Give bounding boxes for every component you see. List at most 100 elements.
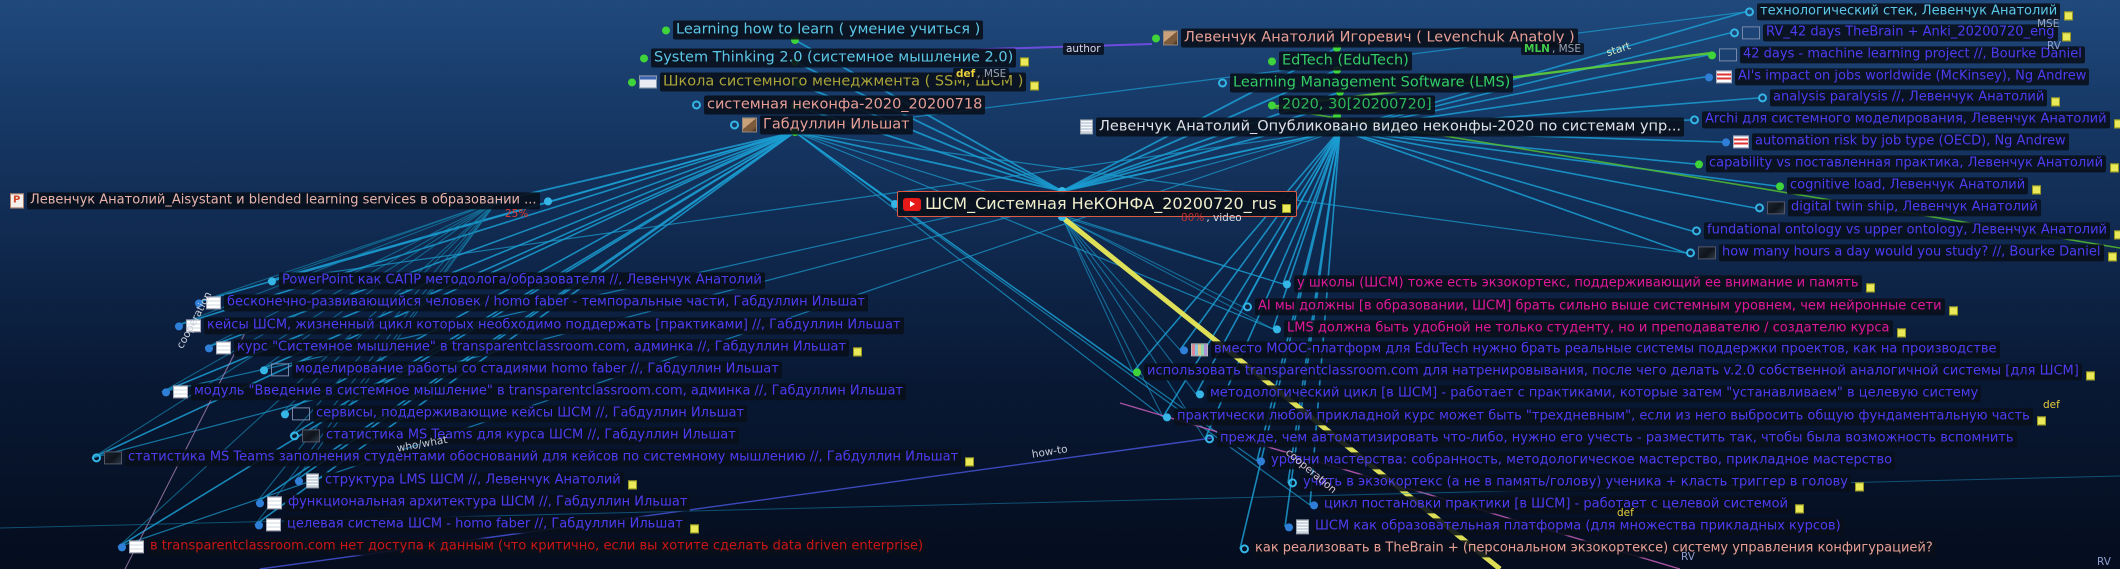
node-gate-dot xyxy=(1196,390,1204,398)
node-M12[interactable]: ШСМ как образовательная платформа (для м… xyxy=(1285,518,1844,536)
node-CENTER[interactable]: ШСМ_Системная НеКОНФА_20200720_rus xyxy=(897,191,1297,217)
edge-label-text: RV xyxy=(1681,551,1695,563)
node-L7[interactable]: сервисы, поддерживающие кейсы ШСМ //, Га… xyxy=(281,405,748,423)
node-gate-dot xyxy=(295,477,303,485)
node-gate-dot xyxy=(1285,523,1293,531)
node-gate-dot xyxy=(1268,101,1276,109)
node-R9[interactable]: cognitive load, Левенчук Анатолий xyxy=(1776,177,2042,195)
thumbdark-icon xyxy=(1767,201,1785,215)
page-icon xyxy=(206,296,221,310)
note-indicator-icon xyxy=(1854,482,1864,492)
node-gate-dot xyxy=(1257,457,1265,465)
thumb-icon xyxy=(1719,48,1737,62)
link-gate-dot xyxy=(1058,213,1066,221)
node-L10[interactable]: структура LMS ШСМ //, Левенчук Анатолий xyxy=(295,472,637,490)
node-label: digital twin ship, Левенчук Анатолий xyxy=(1788,199,2041,217)
edge-line xyxy=(174,131,796,327)
node-L2[interactable]: бесконечно-развивающийся человек / homo … xyxy=(195,294,868,312)
node-M10[interactable]: учить в экзокортекс (а не в память/голов… xyxy=(1288,474,1864,492)
node-L1[interactable]: PowerPoint как САПР методолога/образоват… xyxy=(268,272,765,290)
node-label: ШСМ_Системная НеКОНФА_20200720_rus xyxy=(925,194,1277,213)
node-M13[interactable]: как реализовать в TheBrain + (персональн… xyxy=(1240,540,1936,558)
node-L9[interactable]: статистика MS Teams заполнения студентам… xyxy=(92,449,975,467)
node-M4[interactable]: вместо MOOC-платформ для EduTech нужно б… xyxy=(1180,341,2000,359)
node-L11[interactable]: функциональная архитектура ШСМ //, Габду… xyxy=(256,494,691,512)
node-label: Learning Management Software (LMS) xyxy=(1230,73,1514,93)
edge-line xyxy=(194,200,498,304)
node-M7[interactable]: практически любой прикладной курс может … xyxy=(1163,408,2046,426)
node-R11[interactable]: fundational ontology vs upper ontology, … xyxy=(1692,222,2120,240)
node-R3[interactable]: 42 days - machine learning project //, B… xyxy=(1708,46,2085,64)
node-L5[interactable]: моделирование работы со стадиями homo fa… xyxy=(260,361,782,379)
node-TL4[interactable]: системная неконфа-2020_20200718 xyxy=(692,95,986,115)
node-L4[interactable]: курс "Системное мышление" в transparentc… xyxy=(205,339,863,357)
note-indicator-icon xyxy=(2085,371,2095,381)
node-L12[interactable]: целевая система ШСМ - homo faber //, Габ… xyxy=(255,516,699,534)
node-label: целевая система ШСМ - homo faber //, Габ… xyxy=(284,516,686,534)
node-TR4[interactable]: 2020, 30[20200720] xyxy=(1268,95,1435,115)
node-L3[interactable]: кейсы ШСМ, жизненный цикл которых необхо… xyxy=(175,317,904,335)
edge-line xyxy=(204,131,796,349)
node-TR5[interactable]: Левенчук Анатолий_Опубликовано видео нек… xyxy=(1080,117,1685,137)
node-R6[interactable]: Archi для системного моделирования, Леве… xyxy=(1690,111,2120,129)
edge-label-text: def xyxy=(1617,507,1634,519)
node-TR2[interactable]: EdTech (EduTech) xyxy=(1268,51,1412,71)
node-TL1[interactable]: Learning how to learn ( умение учиться ) xyxy=(662,20,984,40)
node-R10[interactable]: digital twin ship, Левенчук Анатолий xyxy=(1755,199,2041,217)
node-R4[interactable]: AI's impact on jobs worldwide (McKinsey)… xyxy=(1705,68,2090,86)
node-M3[interactable]: LMS должна быть удобной не только студен… xyxy=(1273,320,1906,338)
node-label: 42 days - machine learning project //, B… xyxy=(1740,46,2085,64)
node-label: ШСМ как образовательная платформа (для м… xyxy=(1312,518,1844,536)
node-R8[interactable]: capability vs поставленная практика, Лев… xyxy=(1695,155,2120,173)
node-L13[interactable]: в transparentclassroom.com нет доступа к… xyxy=(118,538,927,556)
node-R7[interactable]: automation risk by job type (OECD), Ng A… xyxy=(1722,133,2069,151)
edge-label: MSE xyxy=(2036,18,2060,30)
node-R2[interactable]: RV_42 days TheBrain + Anki_20200720_eng xyxy=(1730,24,2071,42)
edge-label: MLN, MSE xyxy=(1521,43,1584,55)
node-M11[interactable]: цикл постановки практики [в ШСМ] - работ… xyxy=(1310,496,1804,514)
edge-line xyxy=(267,129,1341,282)
node-TL5[interactable]: Габдуллин Ильшат xyxy=(730,115,913,135)
node-gate-dot xyxy=(1152,34,1160,42)
node-label: в transparentclassroom.com нет доступа к… xyxy=(147,538,927,556)
node-L6[interactable]: модуль "Введение в системное мышление" в… xyxy=(162,383,906,401)
node-TL3[interactable]: Школа системного менеджмента ( SSM, ШСМ … xyxy=(628,72,1040,92)
note-indicator-icon xyxy=(1896,328,1906,338)
node-label: использовать transparentclassroom.com дл… xyxy=(1144,363,2082,381)
node-M2[interactable]: AI мы должны [в образовании, ШСМ] брать … xyxy=(1243,298,1958,316)
node-R1[interactable]: технологический стек, Левенчук Анатолий xyxy=(1745,3,2074,21)
node-gate-dot xyxy=(1283,280,1291,288)
node-label: статистика MS Teams для курса ШСМ //, Га… xyxy=(323,427,739,445)
node-label: системная неконфа-2020_20200718 xyxy=(704,95,986,115)
thumbdark-icon xyxy=(1698,246,1716,260)
node-label: automation risk by job type (OECD), Ng A… xyxy=(1752,133,2069,151)
edge-label-text: , MSE xyxy=(1551,43,1581,55)
node-M8[interactable]: прежде, чем автоматизировать что-либо, н… xyxy=(1205,430,2017,448)
node-gate-dot xyxy=(1745,7,1754,17)
node-R12[interactable]: how many hours a day would you study? //… xyxy=(1686,244,2117,262)
page-icon xyxy=(267,496,282,510)
edge-label: RV xyxy=(1680,551,1696,563)
node-R5[interactable]: analysis paralysis //, Левенчук Анатолий xyxy=(1758,89,2061,107)
chart-icon xyxy=(1733,135,1749,149)
node-gate-dot xyxy=(1163,413,1171,421)
edge-label: author xyxy=(1063,43,1104,55)
node-gate-dot xyxy=(1205,434,1214,444)
node-TL2[interactable]: System Thinking 2.0 (системное мышление … xyxy=(640,48,1030,68)
node-L8[interactable]: статистика MS Teams для курса ШСМ //, Га… xyxy=(290,427,739,445)
node-M6[interactable]: методологический цикл [в ШСМ] - работает… xyxy=(1196,385,1982,403)
node-LEFT[interactable]: Левенчук Анатолий_Aisystant и blended le… xyxy=(10,192,552,210)
edge-line xyxy=(1272,129,1341,330)
node-TR3[interactable]: Learning Management Software (LMS) xyxy=(1218,73,1514,93)
node-gate-dot xyxy=(692,100,701,110)
edge-label-text: author xyxy=(1066,43,1101,55)
node-label: Габдуллин Ильшат xyxy=(760,115,913,135)
node-gate-dot xyxy=(255,521,263,529)
edge-label-text: , MSE xyxy=(977,68,1007,80)
node-M5[interactable]: использовать transparentclassroom.com дл… xyxy=(1133,363,2095,381)
node-label: System Thinking 2.0 (системное мышление … xyxy=(651,48,1017,68)
node-M9[interactable]: уровни мастерства: собранность, методоло… xyxy=(1257,452,1896,470)
node-TR1[interactable]: Левенчук Анатолий Игоревич ( Levenchuk A… xyxy=(1152,28,1578,48)
node-M1[interactable]: у школы (ШСМ) тоже есть экзокортекс, под… xyxy=(1283,275,1875,293)
